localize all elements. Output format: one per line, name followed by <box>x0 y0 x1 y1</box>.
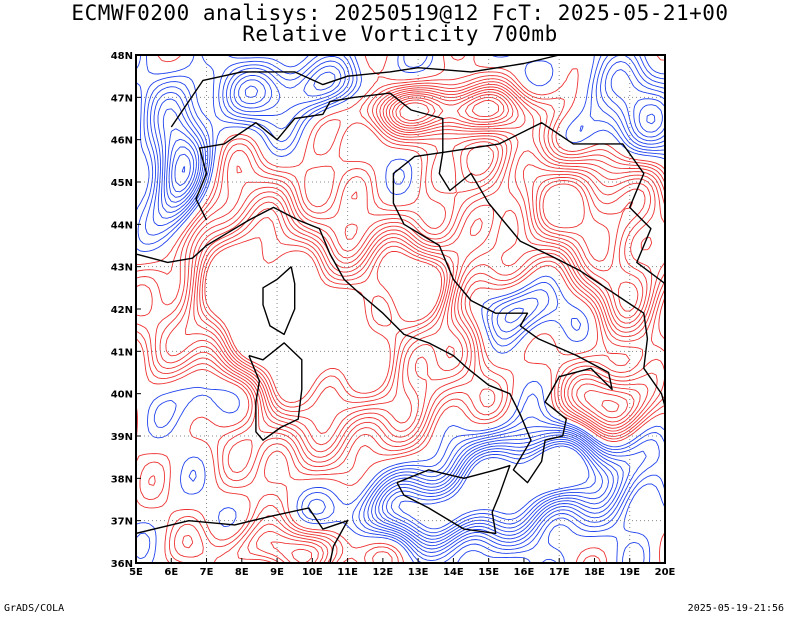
sicily-coastline <box>396 464 511 535</box>
balkan-coastline <box>438 152 665 407</box>
latitude-label: 47N <box>111 93 133 104</box>
longitude-label: 9E <box>270 567 284 578</box>
coastlines <box>136 55 665 563</box>
latitude-label: 48N <box>111 51 133 62</box>
latitude-labels: 36N 37N 38N 39N 40N 41N 42N 43N 44N 45N 46N 47N 48N <box>111 51 141 570</box>
longitude-label: 6E <box>164 567 178 578</box>
corsica-coastline <box>262 266 296 336</box>
france-coastline <box>136 232 229 264</box>
latitude-label: 42N <box>111 305 133 316</box>
latitude-label: 38N <box>111 474 133 485</box>
balkan-inner-border <box>442 122 665 285</box>
map-title-line1: ECMWF0200 analisys: 20250519@12 FcT: 202… <box>71 1 729 25</box>
longitude-label: 19E <box>619 567 640 578</box>
north-africa-coastline <box>136 507 349 563</box>
longitude-label: 8E <box>235 567 249 578</box>
longitude-label: 5E <box>129 567 143 578</box>
latitude-label: 37N <box>111 517 133 528</box>
alps-border <box>195 92 444 221</box>
longitude-label: 13E <box>408 567 429 578</box>
map-title-line2: Relative Vorticity 700mb <box>242 22 558 46</box>
latitude-label: 43N <box>111 263 133 274</box>
longitude-label: 11E <box>337 567 358 578</box>
longitude-label: 17E <box>549 567 570 578</box>
longitude-label: 12E <box>372 567 393 578</box>
positive-vorticity-contours <box>136 55 665 563</box>
longitude-labels: 5E 6E 7E 8E 9E 10E 11E 12E 13E 14E 15E 16E 17E 18E 19E… <box>129 558 676 578</box>
latitude-label: 41N <box>111 347 133 358</box>
longitude-label: 15E <box>478 567 499 578</box>
latitude-label: 40N <box>111 390 133 401</box>
italy-peninsula-coastline <box>227 151 613 484</box>
longitude-label: 10E <box>302 567 323 578</box>
footer-software: GrADS/COLA <box>4 603 65 614</box>
swiss-north-border <box>170 55 560 128</box>
latitude-label: 36N <box>111 559 133 570</box>
longitude-label: 20E <box>655 567 676 578</box>
latitude-label: 45N <box>111 178 133 189</box>
vorticity-contours <box>136 55 665 563</box>
latitude-label: 46N <box>111 136 133 147</box>
footer-timestamp: 2025-05-19-21:56 <box>687 603 784 614</box>
latitude-label: 44N <box>111 220 133 231</box>
longitude-label: 14E <box>443 567 464 578</box>
latitude-label: 39N <box>111 432 133 443</box>
sardinia-coastline <box>248 342 303 441</box>
longitude-label: 7E <box>200 567 214 578</box>
longitude-label: 16E <box>514 567 535 578</box>
longitude-label: 18E <box>584 567 605 578</box>
